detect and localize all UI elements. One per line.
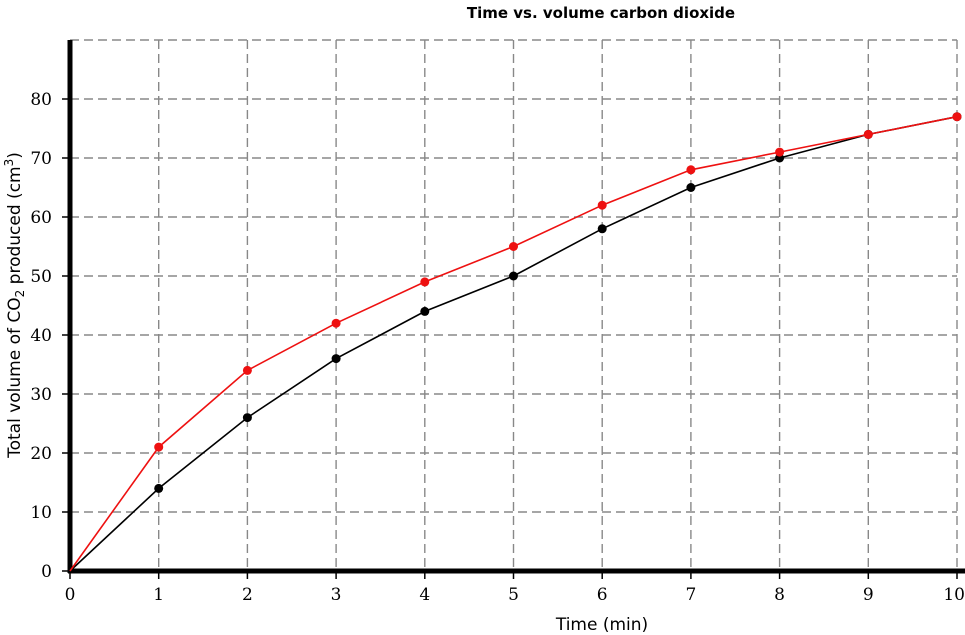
series-2 (69, 112, 962, 572)
y-axis-label: Total volume of CO2 produced (cm3) (2, 152, 27, 459)
data-point (420, 277, 430, 287)
axes (67, 40, 965, 574)
y-tick-label: 40 (30, 326, 52, 346)
y-tick-label: 80 (30, 90, 52, 110)
y-tick-label: 60 (30, 208, 52, 228)
y-axis-label-subscript: 2 (13, 290, 27, 298)
data-point (863, 129, 873, 139)
y-tick-label: 10 (30, 503, 52, 523)
x-tick-label: 4 (419, 585, 430, 605)
y-axis-label-suffix: ) (5, 152, 25, 159)
x-tick-label: 5 (508, 585, 519, 605)
chart-title: Time vs. volume carbon dioxide (467, 4, 735, 22)
y-tick-label: 20 (30, 444, 52, 464)
tick-labels: 0 1 2 3 4 5 6 7 8 9 10 0 10 20 30 40 50 60 70 80 (30, 90, 965, 605)
data-point (331, 318, 341, 328)
x-tick-label: 3 (331, 585, 342, 605)
data-point (952, 112, 962, 122)
data-point (597, 224, 607, 234)
data-point (242, 365, 252, 375)
x-axis-label: Time (min) (555, 615, 648, 635)
data-point (597, 200, 607, 210)
data-point (420, 306, 430, 316)
data-point (686, 183, 696, 192)
data-point (686, 165, 696, 175)
x-tick-label: 10 (943, 585, 965, 605)
y-tick-label: 50 (30, 267, 52, 287)
y-axis-label-superscript: 3 (2, 159, 16, 167)
x-tick-label: 2 (242, 585, 253, 605)
y-axis-label-prefix: Total volume of CO (5, 297, 25, 459)
data-point (509, 271, 518, 281)
data-point (242, 413, 252, 423)
x-tick-label: 8 (774, 585, 785, 605)
x-tick-label: 1 (153, 585, 164, 605)
x-tick-label: 9 (863, 585, 874, 605)
data-point (331, 354, 341, 364)
data-point (775, 147, 785, 157)
grid (70, 39, 958, 571)
y-tick-label: 70 (30, 149, 52, 169)
series-1 (69, 112, 962, 572)
series (69, 112, 962, 572)
x-tick-label: 7 (685, 585, 696, 605)
data-point (509, 242, 518, 251)
x-tick-label: 0 (65, 585, 76, 605)
data-point (154, 483, 164, 493)
y-tick-label: 30 (30, 385, 52, 405)
data-point (154, 442, 164, 452)
x-tick-label: 6 (597, 585, 608, 605)
y-axis-label-middle: produced (cm (5, 166, 25, 289)
y-tick-label: 0 (41, 562, 52, 582)
